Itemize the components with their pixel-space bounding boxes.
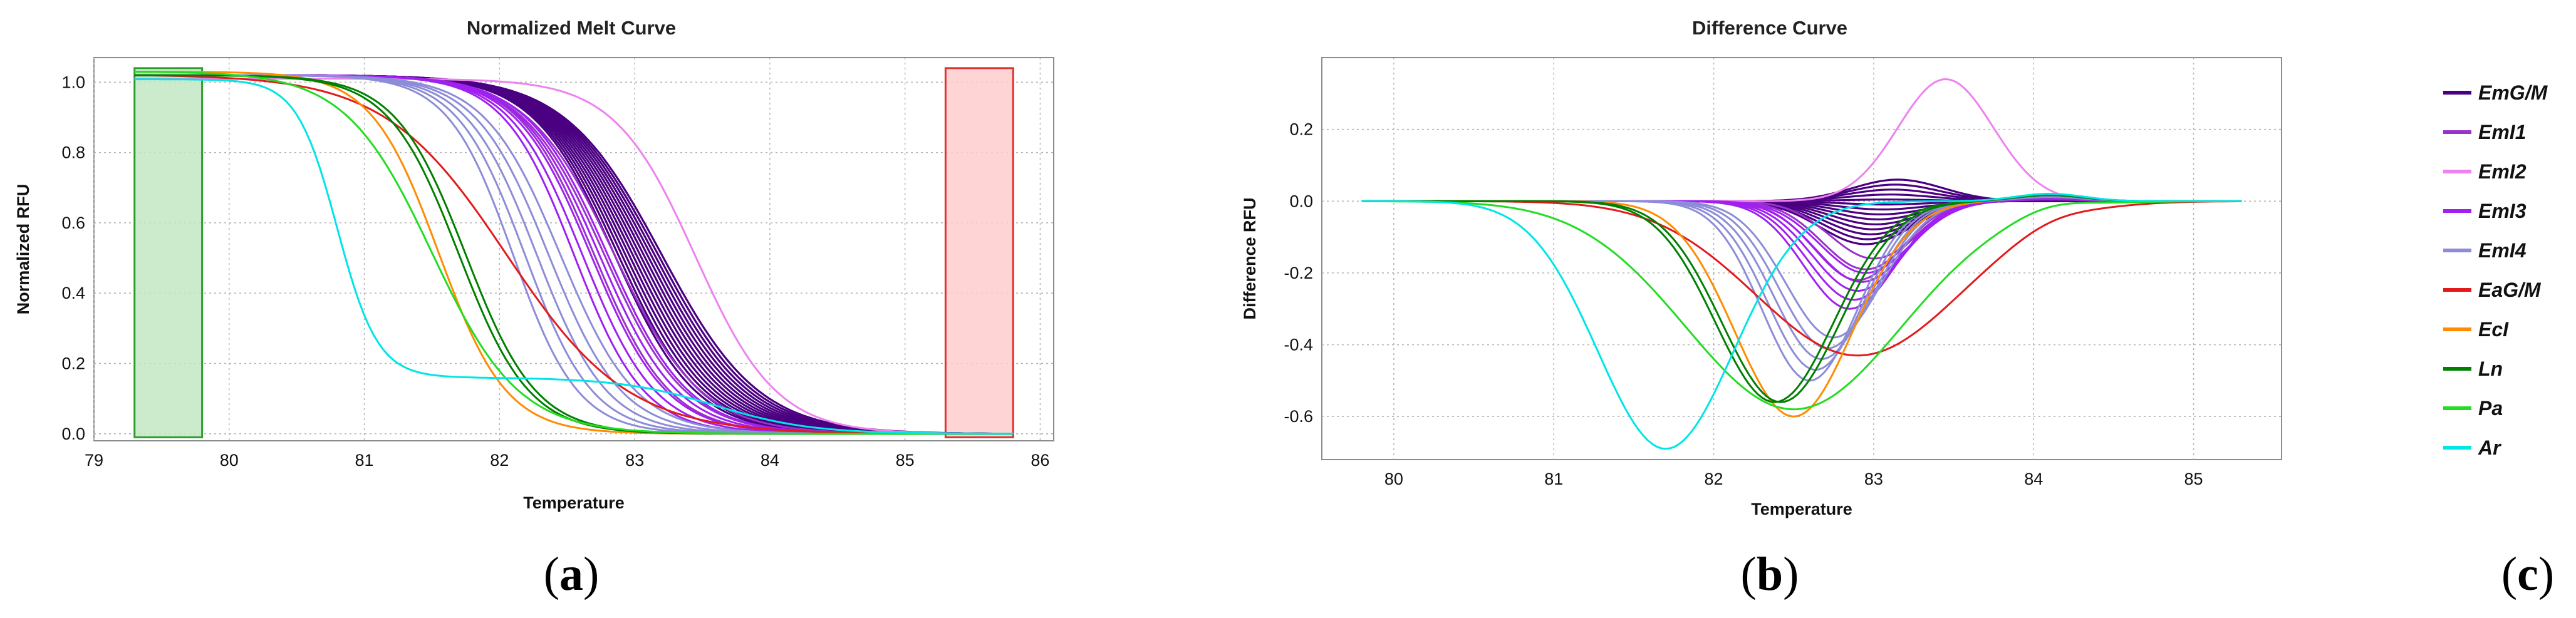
chart-b-x-tick-label: 81 bbox=[1544, 470, 1563, 488]
legend-label-emi2: EmI2 bbox=[2478, 160, 2527, 183]
panel-letter-b: (b) bbox=[1741, 548, 1799, 600]
chart-b-plot-area bbox=[1321, 57, 2282, 460]
series-line-b-emi4 bbox=[1361, 196, 2242, 339]
series-line-b-ln bbox=[1361, 194, 2242, 403]
chart-b-y-tick-label: -0.4 bbox=[1284, 336, 1313, 354]
legend-label-emg-m: EmG/M bbox=[2478, 81, 2548, 104]
legend-label-emi4: EmI4 bbox=[2478, 239, 2527, 262]
chart-a-x-tick-label: 80 bbox=[220, 451, 239, 470]
series-line-b-ar bbox=[1361, 192, 2242, 450]
chart-a-x-tick-label: 84 bbox=[761, 451, 779, 470]
chart-a-x-tick-label: 86 bbox=[1031, 451, 1049, 470]
panel-letter-a: (a) bbox=[544, 548, 600, 600]
chart-a-x-tick-label: 81 bbox=[355, 451, 374, 470]
chart-a-y-tick-label: 0.6 bbox=[61, 214, 85, 232]
chart-b-y-tick-label: 0.0 bbox=[1289, 192, 1313, 210]
chart-a-shaded-regions bbox=[133, 67, 1014, 438]
chart-a-x-tick-label: 83 bbox=[625, 451, 644, 470]
panel-b-difference: Difference Curve 80 81 82 83 84 85 -0.6-0.4-0… bbox=[1240, 17, 2282, 518]
chart-b-x-tick-label: 80 bbox=[1384, 470, 1403, 488]
chart-b-title: Difference Curve bbox=[1692, 17, 1847, 39]
chart-b-x-tick-labels: 80 81 82 83 84 85 bbox=[1384, 470, 2203, 488]
chart-b-series-lines bbox=[1361, 78, 2242, 450]
legend-label-pa: Pa bbox=[2478, 397, 2503, 420]
chart-b-y-tick-label: -0.6 bbox=[1284, 407, 1313, 426]
chart-b-y-tick-label: -0.2 bbox=[1284, 264, 1313, 282]
chart-b-y-tick-labels: -0.6 -0.4 -0.2 0.0 0.2 bbox=[1284, 120, 1313, 426]
series-line-a-emi2 bbox=[134, 78, 1014, 435]
chart-a-y-tick-label: 0.2 bbox=[61, 354, 85, 373]
legend-label-emi3: EmI3 bbox=[2478, 200, 2527, 222]
chart-a-title: Normalized Melt Curve bbox=[467, 17, 676, 39]
legend-label-eci: EcI bbox=[2478, 318, 2509, 341]
chart-a-y-tick-label: 0.4 bbox=[61, 284, 85, 302]
series-line-b-ln bbox=[1361, 194, 2242, 403]
chart-b-grid bbox=[1322, 58, 2282, 460]
legend-label-ar: Ar bbox=[2478, 436, 2501, 459]
chart-a-y-tick-labels: 0.0 0.2 0.4 0.6 0.8 1.0 bbox=[61, 73, 85, 443]
chart-a-shaded-region bbox=[944, 67, 1014, 438]
chart-a-plot-area bbox=[93, 57, 1054, 441]
series-line-a-pa bbox=[134, 71, 1014, 435]
series-line-b-emi2 bbox=[1361, 78, 2242, 202]
chart-b-x-axis-label: Temperature bbox=[1751, 500, 1852, 518]
chart-b-x-tick-label: 82 bbox=[1705, 470, 1723, 488]
panel-a-normalized-melt: Normalized Melt Curve 79 80 81 82 83 84 85 86 0… bbox=[14, 17, 1054, 512]
chart-a-x-tick-label: 79 bbox=[85, 451, 103, 470]
chart-a-y-tick-label: 0.8 bbox=[61, 143, 85, 162]
legend-label-eag-m: EaG/M bbox=[2478, 279, 2542, 301]
series-line-b-emi4 bbox=[1361, 195, 2242, 371]
chart-b-y-axis-label: Difference RFU bbox=[1240, 197, 1259, 319]
chart-b-x-tick-label: 84 bbox=[2024, 470, 2043, 488]
panel-letter-c: (c) bbox=[2501, 548, 2554, 600]
series-line-a-ar bbox=[134, 78, 1014, 435]
chart-b-x-tick-label: 83 bbox=[1864, 470, 1883, 488]
chart-a-y-axis-label: Normalized RFU bbox=[14, 184, 33, 315]
chart-a-x-tick-label: 85 bbox=[896, 451, 915, 470]
chart-a-shaded-region bbox=[133, 67, 204, 438]
chart-b-x-tick-label: 85 bbox=[2184, 470, 2203, 488]
chart-a-x-axis-label: Temperature bbox=[523, 493, 625, 512]
chart-a-x-tick-label: 82 bbox=[490, 451, 509, 470]
legend: EmG/M EmI1 EmI2 EmI3 EmI4 EaG/M EcI Ln Pa Ar bbox=[2443, 81, 2548, 459]
chart-a-grid bbox=[93, 58, 1054, 441]
chart-a-y-tick-label: 0.0 bbox=[61, 425, 85, 443]
chart-b-y-tick-label: 0.2 bbox=[1289, 120, 1313, 139]
series-line-b-pa bbox=[1361, 200, 2242, 411]
chart-a-y-tick-label: 1.0 bbox=[61, 73, 85, 91]
chart-a-x-tick-labels: 79 80 81 82 83 84 85 86 bbox=[85, 451, 1049, 470]
series-line-b-emg-m bbox=[1361, 178, 2242, 202]
legend-label-emi1: EmI1 bbox=[2478, 121, 2526, 143]
chart-a-series-lines bbox=[134, 71, 1014, 435]
legend-label-ln: Ln bbox=[2478, 358, 2503, 380]
